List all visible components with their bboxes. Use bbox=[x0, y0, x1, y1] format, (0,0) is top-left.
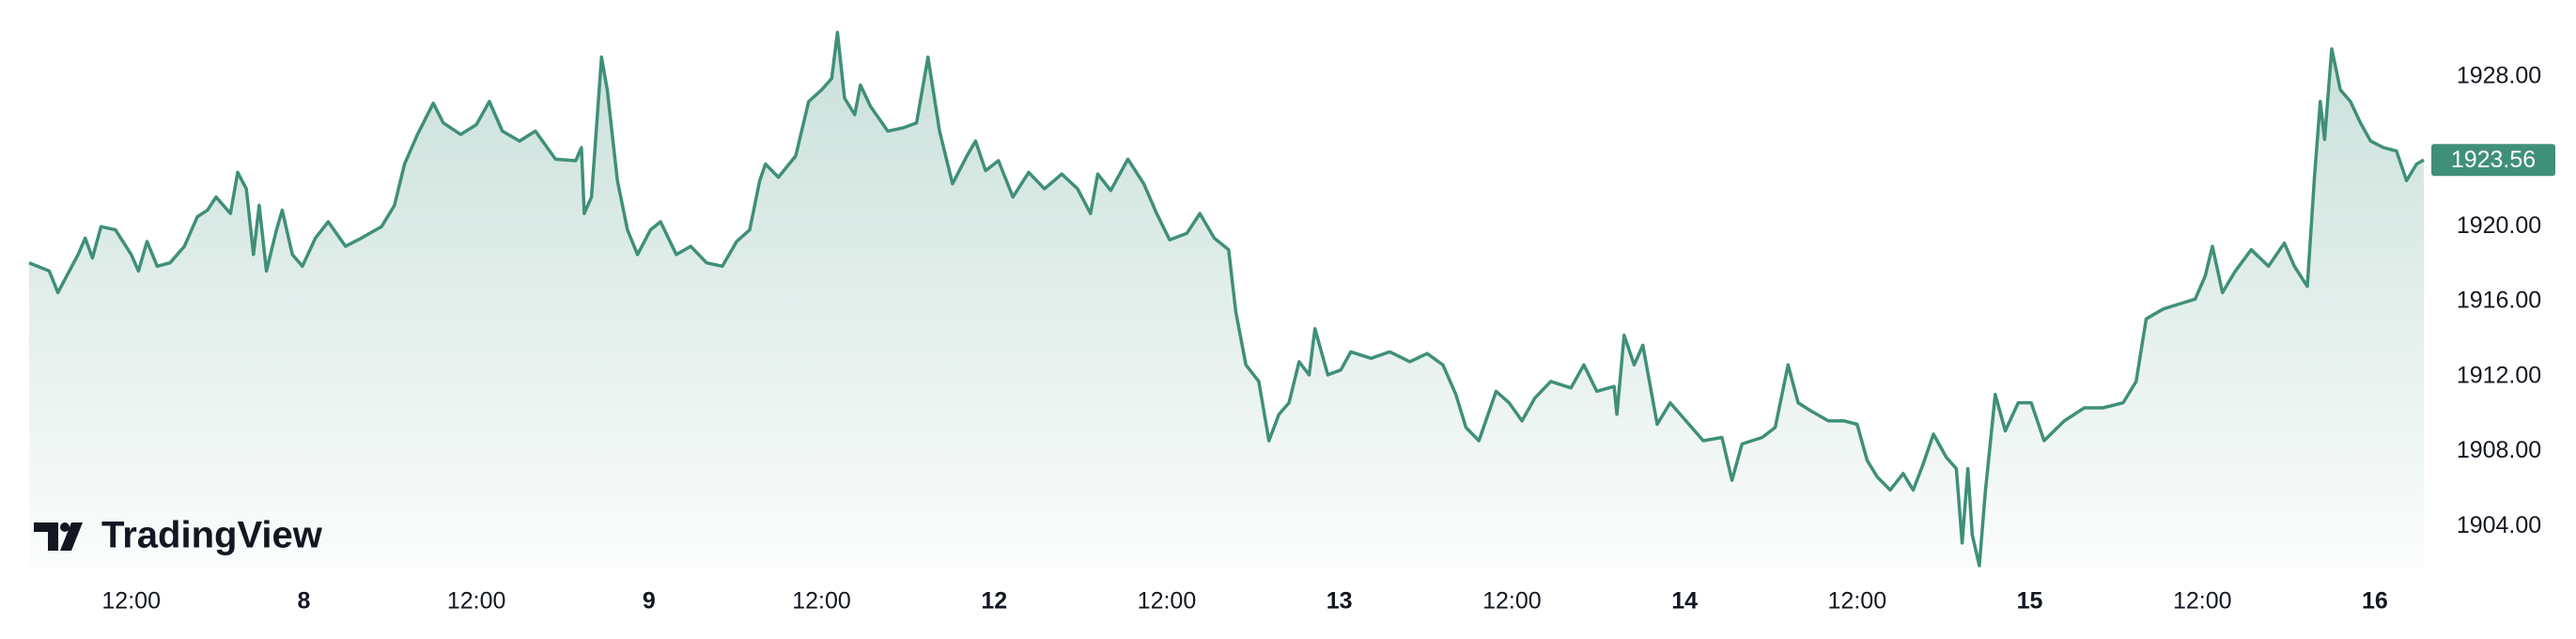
y-tick-label: 1904.00 bbox=[2457, 512, 2541, 538]
x-tick-label: 16 bbox=[2362, 588, 2388, 615]
last-price-badge bbox=[2431, 144, 2555, 177]
logo: TradingView bbox=[34, 515, 323, 556]
x-tick-label: 13 bbox=[1327, 588, 1353, 615]
x-tick-label: 12 bbox=[981, 588, 1007, 615]
y-tick-label: 1920.00 bbox=[2457, 212, 2541, 239]
x-tick-label: 12:00 bbox=[447, 588, 506, 615]
x-tick-label: 8 bbox=[297, 588, 310, 615]
x-tick-label: 12:00 bbox=[1138, 588, 1197, 615]
last-price-label: 1923.56 bbox=[2451, 147, 2536, 173]
x-tick-label: 12:00 bbox=[2173, 588, 2232, 615]
x-tick-label: 15 bbox=[2017, 588, 2043, 615]
x-tick-label: 14 bbox=[1671, 588, 1698, 615]
x-tick-label: 12:00 bbox=[101, 588, 161, 615]
logo-icon bbox=[60, 522, 83, 551]
logo-icon bbox=[60, 522, 70, 532]
x-tick-label: 9 bbox=[643, 588, 656, 615]
logo-icon bbox=[34, 522, 58, 551]
area-fill bbox=[29, 32, 2424, 568]
x-tick-label: 12:00 bbox=[1482, 588, 1542, 615]
y-tick-label: 1912.00 bbox=[2457, 362, 2541, 388]
y-tick-label: 1908.00 bbox=[2457, 437, 2541, 463]
price-line bbox=[28, 30, 2425, 568]
x-tick-label: 12:00 bbox=[1828, 588, 1887, 615]
x-tick-label: 12:00 bbox=[792, 588, 851, 615]
watermark: TradingView bbox=[101, 515, 323, 556]
y-tick-label: 1928.00 bbox=[2457, 62, 2541, 88]
y-tick-label: 1916.00 bbox=[2457, 288, 2541, 314]
